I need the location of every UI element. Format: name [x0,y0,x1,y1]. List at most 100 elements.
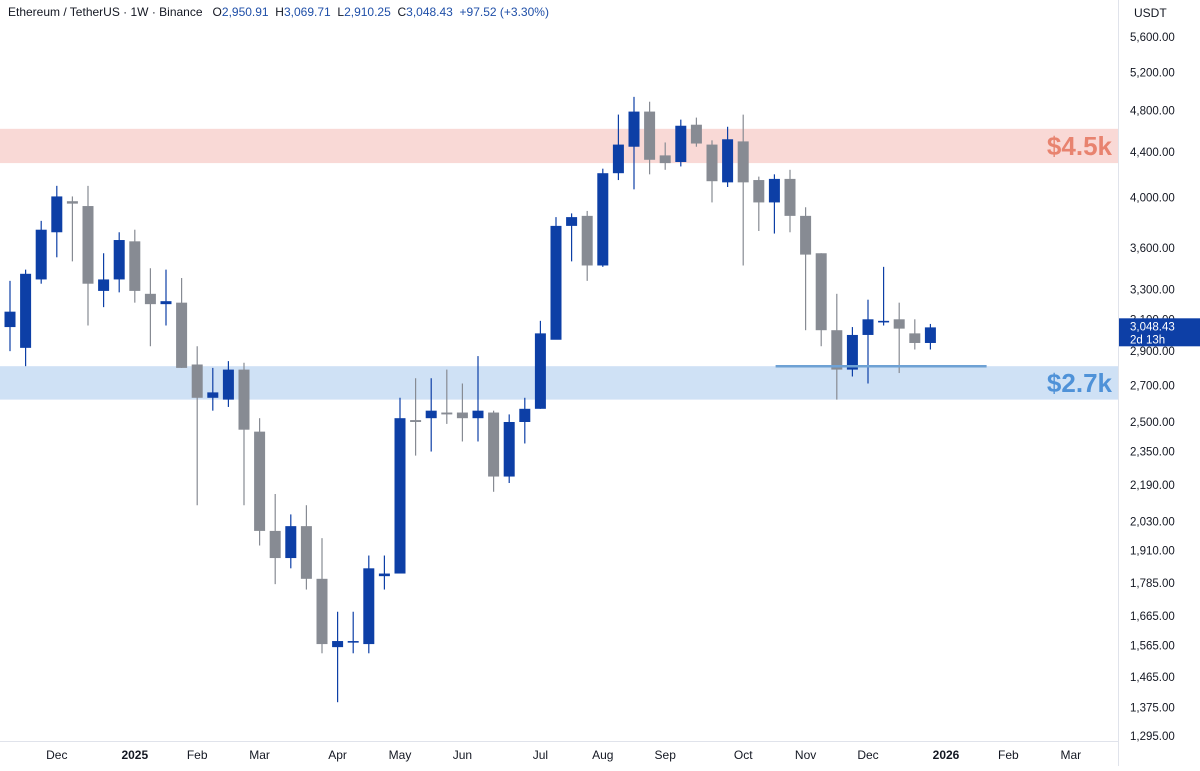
candle-body [659,155,671,164]
price-tick-label: 1,910.00 [1130,545,1175,557]
candle [628,96,640,190]
candle [862,299,874,384]
time-tick-label: Apr [328,748,347,762]
candle-body [269,530,281,559]
candle [878,266,890,326]
price-tick-label: 1,785.00 [1130,578,1175,590]
candle-body [441,412,453,415]
candle [456,383,468,442]
candle-body [20,273,32,348]
candle-body [207,392,219,398]
candle [347,611,359,654]
candle [768,174,780,234]
candle [394,397,406,574]
candle [722,126,734,188]
time-tick-label: 2025 [121,748,148,762]
currency-label: USDT [1134,6,1167,20]
candle [893,302,905,374]
price-tick-label: 3,300.00 [1130,284,1175,296]
candle [98,253,110,308]
candle-body [176,302,188,368]
countdown-label: 2d 13h [1130,334,1165,346]
open-value: O2,950.91 [212,5,269,19]
time-tick-label: 2026 [933,748,960,762]
candle [20,269,32,367]
candle-body [98,279,110,291]
resistance-zone-label: $4.5k [1047,131,1113,161]
low-value: L2,910.25 [337,5,391,19]
candle [410,378,422,456]
candle [737,114,749,266]
candle [207,367,219,411]
candle [815,253,827,347]
candle-body [893,319,905,329]
time-tick-label: Mar [1060,748,1081,762]
candle-body [191,364,203,398]
price-tick-label: 1,665.00 [1130,611,1175,623]
candle [612,114,624,181]
candle-body [332,641,344,648]
candle-body [82,206,94,284]
price-tick-label: 2,190.00 [1130,480,1175,492]
candle-body [800,215,812,255]
candle-body [410,420,422,422]
price-tick-label: 1,375.00 [1130,702,1175,714]
price-tick-label: 4,000.00 [1130,193,1175,205]
symbol-title: Ethereum / TetherUS · 1W · Binance [8,5,203,19]
close-value: C3,048.43 [397,5,453,19]
candle-body [66,201,78,204]
time-tick-label: Nov [795,748,816,762]
candle-body [254,431,266,531]
candle-body [4,311,16,328]
candle-body [35,229,47,280]
candle [846,327,858,377]
price-tick-label: 2,700.00 [1130,380,1175,392]
candle [113,232,125,293]
candle-body [924,327,936,343]
candle [503,414,515,484]
time-tick-label: Feb [187,748,208,762]
candle-body [316,578,328,645]
candle-body [612,144,624,174]
candle-body [222,369,234,400]
price-tick-label: 2,500.00 [1130,417,1175,429]
candle [160,269,172,326]
candle [784,169,796,233]
price-tick-label: 1,465.00 [1130,672,1175,684]
candle [222,361,234,407]
candle [566,213,578,262]
candle-body [722,139,734,183]
time-tick-label: May [389,748,412,762]
candle-body [784,178,796,216]
candle-body [285,526,297,559]
price-tick-label: 2,030.00 [1130,516,1175,528]
candle-body [534,333,546,409]
time-tick-label: Jul [533,748,548,762]
chart-legend: Ethereum / TetherUS · 1W · Binance O2,95… [8,5,549,19]
candle [82,185,94,326]
candle-body [690,124,702,144]
time-tick-label: Sep [655,748,677,762]
price-tick-label: 4,800.00 [1130,106,1175,118]
candle-body [503,421,515,477]
candle [300,505,312,590]
time-tick-label: Oct [734,748,753,762]
candle-body [878,320,890,323]
candle [441,369,453,424]
time-tick-label: Aug [592,748,613,762]
candle [909,319,921,350]
candle-body [815,253,827,331]
candle-body [768,178,780,203]
high-value: H3,069.71 [275,5,331,19]
candle-body [113,240,125,280]
candle-body [550,225,562,340]
candle-body [378,573,390,577]
candle-body [363,568,375,645]
resistance-zone [0,128,1118,164]
candle [534,320,546,409]
candle-body [862,319,874,335]
candle-body [909,333,921,343]
candle-body [160,301,172,305]
